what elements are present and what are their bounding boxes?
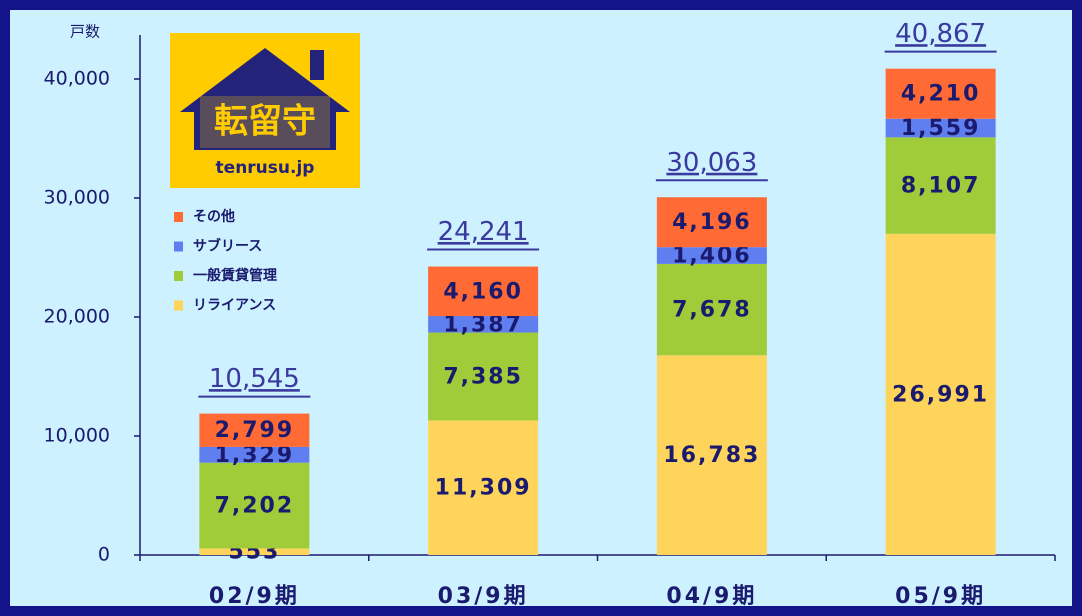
logo-url: tenrusu.jp <box>216 158 315 178</box>
legend-label: サブリース <box>193 238 262 255</box>
bar-segment <box>428 420 539 555</box>
bar-segment <box>885 233 996 555</box>
y-tick-label: 40,000 <box>44 68 110 90</box>
bar-segment <box>885 137 996 234</box>
bar-value-label: 1,387 <box>443 312 523 337</box>
total-label: 10,545 <box>209 364 300 394</box>
bar-segment <box>885 68 996 119</box>
bar-segment <box>656 263 767 356</box>
bar-value-label: 2,799 <box>215 418 295 443</box>
legend-swatch <box>174 271 183 281</box>
bar-segment <box>885 118 996 138</box>
logo-title: 転留守 <box>214 102 316 142</box>
bar-value-label: 26,991 <box>892 382 989 407</box>
bar-segment <box>199 548 310 555</box>
bar-value-label: 1,406 <box>672 244 752 269</box>
bar-segment <box>199 446 310 463</box>
logo: 転留守 tenrusu.jp <box>170 33 360 188</box>
bar-value-label: 4,160 <box>443 279 523 304</box>
y-axis-label: 戸数 <box>70 23 100 41</box>
bar-segment <box>199 462 310 549</box>
bar-value-label: 7,678 <box>672 298 752 323</box>
bar-segment <box>199 413 310 447</box>
legend-swatch <box>174 300 183 311</box>
bar-value-label: 1,329 <box>215 443 295 468</box>
bar-value-label: 7,202 <box>215 494 295 519</box>
y-tick-label: 30,000 <box>44 187 110 209</box>
bar-segment <box>656 247 767 264</box>
bar-segment <box>656 197 767 248</box>
bar-segment <box>656 355 767 555</box>
bar-value-label: 16,783 <box>663 443 760 468</box>
total-label: 24,241 <box>438 217 529 247</box>
x-tick-label: 05/9期 <box>895 584 986 609</box>
bar-segment <box>428 266 539 317</box>
bar-value-label: 4,196 <box>672 210 752 235</box>
y-tick-label: 10,000 <box>44 425 110 447</box>
bar-value-label: 7,385 <box>443 364 523 389</box>
x-tick-label: 04/9期 <box>666 584 757 609</box>
bar-value-label: 1,559 <box>901 116 981 141</box>
bar-value-label: 8,107 <box>901 174 981 199</box>
total-label: 40,867 <box>895 19 986 49</box>
legend-swatch <box>174 241 183 252</box>
bar-value-label: 11,309 <box>435 476 532 501</box>
y-tick-label: 0 <box>98 544 110 566</box>
total-label: 30,063 <box>666 148 757 178</box>
x-tick-label: 02/9期 <box>209 584 300 609</box>
x-tick-label: 03/9期 <box>438 584 529 609</box>
bar-value-label: 4,210 <box>901 82 981 107</box>
legend-label: リライアンス <box>193 298 276 314</box>
bar-segment <box>428 316 539 333</box>
legend-label: その他 <box>193 208 235 225</box>
bar-segment <box>428 332 539 421</box>
legend-label: 一般賃貸管理 <box>193 267 277 284</box>
legend-swatch <box>174 212 183 222</box>
y-tick-label: 20,000 <box>44 306 110 328</box>
